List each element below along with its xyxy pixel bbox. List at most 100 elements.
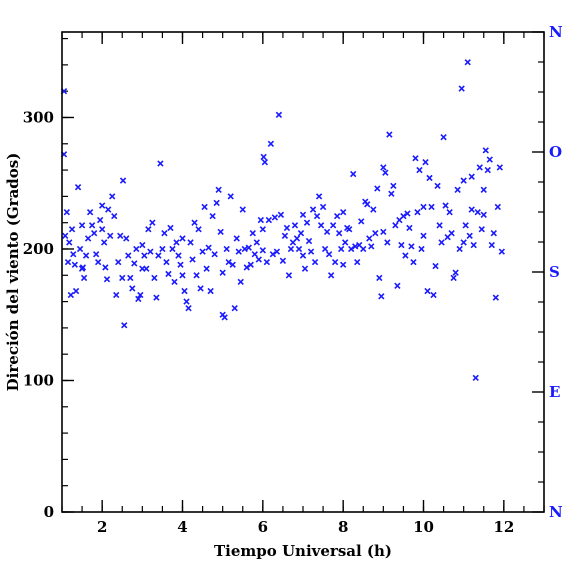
data-point xyxy=(257,216,264,224)
data-point xyxy=(209,212,216,220)
data-point xyxy=(372,230,379,237)
data-point xyxy=(253,239,260,246)
data-point xyxy=(301,265,309,272)
data-point xyxy=(285,272,293,279)
data-point xyxy=(340,208,347,216)
data-point xyxy=(239,206,246,213)
data-point xyxy=(374,185,381,192)
data-point xyxy=(422,159,429,166)
data-point xyxy=(452,269,459,276)
data-point xyxy=(293,235,301,242)
data-point xyxy=(380,164,387,171)
data-point xyxy=(486,156,493,163)
data-point xyxy=(271,214,279,221)
data-point xyxy=(139,241,146,249)
data-point xyxy=(71,261,79,268)
data-point xyxy=(480,211,487,218)
data-point xyxy=(229,261,236,268)
data-point xyxy=(203,265,210,272)
data-point xyxy=(115,258,122,266)
data-point xyxy=(139,265,146,272)
data-point xyxy=(303,219,311,226)
data-point xyxy=(352,243,359,250)
data-point xyxy=(366,235,373,242)
data-point xyxy=(281,232,289,240)
data-point xyxy=(291,222,299,229)
data-point xyxy=(76,245,84,253)
data-point xyxy=(424,287,431,295)
data-point xyxy=(321,245,329,253)
compass-label: N xyxy=(549,503,563,521)
data-point xyxy=(135,295,142,303)
data-point xyxy=(227,193,234,200)
data-point xyxy=(261,159,269,166)
data-point xyxy=(498,248,505,255)
data-point xyxy=(358,218,365,225)
data-point xyxy=(380,228,387,236)
data-point xyxy=(245,244,252,251)
data-point xyxy=(149,219,156,226)
data-point xyxy=(197,285,204,292)
data-point xyxy=(432,262,439,270)
data-point xyxy=(187,239,194,246)
data-point xyxy=(299,211,307,218)
data-point xyxy=(496,164,503,171)
data-point xyxy=(420,203,427,211)
data-point xyxy=(263,258,271,266)
data-point xyxy=(62,232,69,240)
data-point xyxy=(273,248,281,255)
data-points xyxy=(60,59,505,382)
data-point xyxy=(219,269,226,276)
data-point xyxy=(488,241,495,249)
compass-direction-labels: N E S O N xyxy=(549,23,563,521)
compass-label: N xyxy=(549,23,563,41)
data-point xyxy=(269,251,277,258)
minor-ticks xyxy=(61,32,545,513)
data-point xyxy=(68,226,76,233)
data-point xyxy=(137,291,144,299)
data-point xyxy=(319,203,327,211)
data-point xyxy=(414,208,421,216)
data-point xyxy=(412,155,419,162)
data-point xyxy=(416,166,423,174)
data-point xyxy=(283,224,291,232)
data-point xyxy=(323,228,331,236)
data-point xyxy=(348,245,355,253)
data-point xyxy=(127,274,134,282)
data-point xyxy=(450,274,457,282)
data-point xyxy=(117,232,124,240)
x-tick-label: 4 xyxy=(177,518,187,536)
x-axis-title: Tiempo Universal (h) xyxy=(214,542,392,560)
data-point xyxy=(404,210,411,217)
data-point xyxy=(297,230,305,237)
data-point xyxy=(207,287,214,295)
data-point xyxy=(169,245,176,253)
data-point xyxy=(394,282,401,289)
data-point xyxy=(275,111,283,119)
y-tick-label: 300 xyxy=(23,108,54,126)
data-point xyxy=(189,256,196,263)
data-point xyxy=(141,252,148,259)
data-point xyxy=(109,193,116,200)
data-point xyxy=(80,274,88,282)
data-point xyxy=(185,304,192,312)
data-point xyxy=(165,270,172,278)
data-point xyxy=(66,239,73,246)
data-point xyxy=(436,222,443,229)
data-point xyxy=(406,224,413,232)
data-point xyxy=(480,186,487,193)
data-point xyxy=(67,291,75,299)
data-point xyxy=(482,147,489,154)
data-point xyxy=(123,235,130,242)
data-point xyxy=(364,201,371,208)
data-point xyxy=(492,294,499,301)
data-point xyxy=(233,235,240,242)
data-point xyxy=(468,173,475,180)
data-point xyxy=(460,239,467,246)
data-point xyxy=(121,322,128,329)
data-point xyxy=(217,228,224,236)
data-point xyxy=(74,184,82,191)
data-point xyxy=(494,203,501,211)
data-point xyxy=(99,226,106,233)
data-point xyxy=(402,252,409,259)
